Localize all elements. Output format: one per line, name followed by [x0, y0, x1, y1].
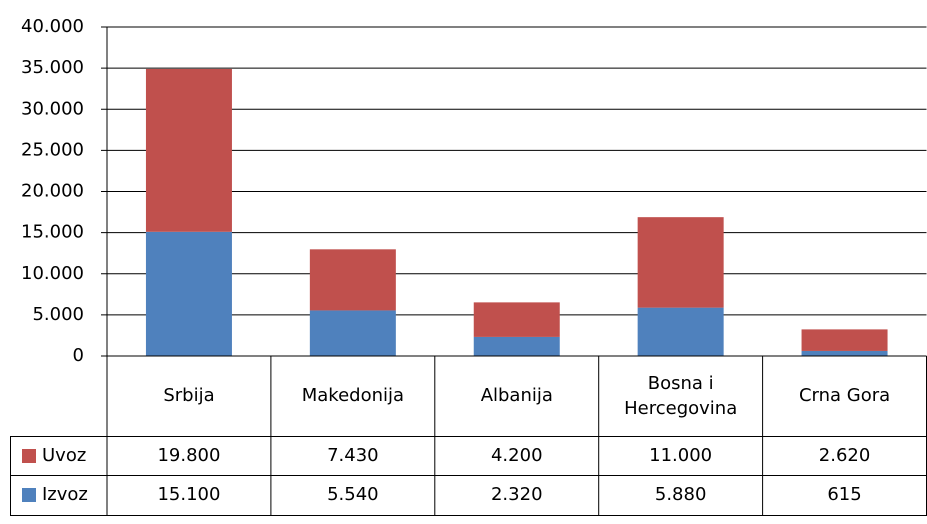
data-table-value: 15.100 — [157, 484, 220, 505]
data-table-value: 19.800 — [157, 445, 220, 466]
data-table-value: 4.200 — [491, 445, 543, 466]
y-tick-label: 0 — [73, 345, 84, 366]
legend-key — [22, 488, 36, 502]
bar — [145, 68, 232, 232]
x-tick-label: Albanija — [480, 385, 553, 407]
data-table-value: 2.320 — [491, 484, 543, 505]
bar — [637, 217, 724, 308]
x-tick-label: Bosna i Hercegovina — [624, 373, 738, 419]
legend-label: Izvoz — [42, 484, 88, 505]
category-cell: Albanija — [480, 385, 553, 407]
y-tick-label: 20.000 — [21, 181, 84, 202]
y-tick-label: 30.000 — [21, 98, 84, 119]
x-tick-label: Srbija — [163, 385, 215, 407]
bar — [473, 336, 560, 356]
bar — [145, 231, 232, 356]
data-table-value: 615 — [827, 484, 861, 505]
category-cell: Makedonija — [301, 385, 405, 407]
x-tick-label: Makedonija — [301, 385, 405, 407]
category-cell: Bosna i Hercegovina — [624, 373, 738, 419]
y-tick-label: 35.000 — [21, 57, 84, 78]
y-tick-label: 5.000 — [32, 304, 84, 325]
y-tick-label: 10.000 — [21, 263, 84, 284]
category-cell: Srbija — [163, 385, 215, 407]
y-tick-label: 40.000 — [21, 16, 84, 37]
data-table-value: 11.000 — [649, 445, 712, 466]
bar — [473, 302, 560, 337]
data-table-value: 5.540 — [327, 484, 379, 505]
bar — [801, 329, 888, 351]
legend-label: Uvoz — [42, 445, 86, 466]
data-table-value: 2.620 — [819, 445, 871, 466]
bar — [637, 307, 724, 356]
category-cell: Crna Gora — [798, 385, 891, 407]
data-table-value: 5.880 — [655, 484, 707, 505]
legend-key — [22, 449, 36, 463]
y-tick-label: 25.000 — [21, 139, 84, 160]
bar — [309, 249, 396, 311]
bar — [309, 310, 396, 356]
bar — [801, 350, 888, 356]
data-table-value: 7.430 — [327, 445, 379, 466]
y-tick-label: 15.000 — [21, 222, 84, 243]
x-tick-label: Crna Gora — [798, 385, 891, 407]
